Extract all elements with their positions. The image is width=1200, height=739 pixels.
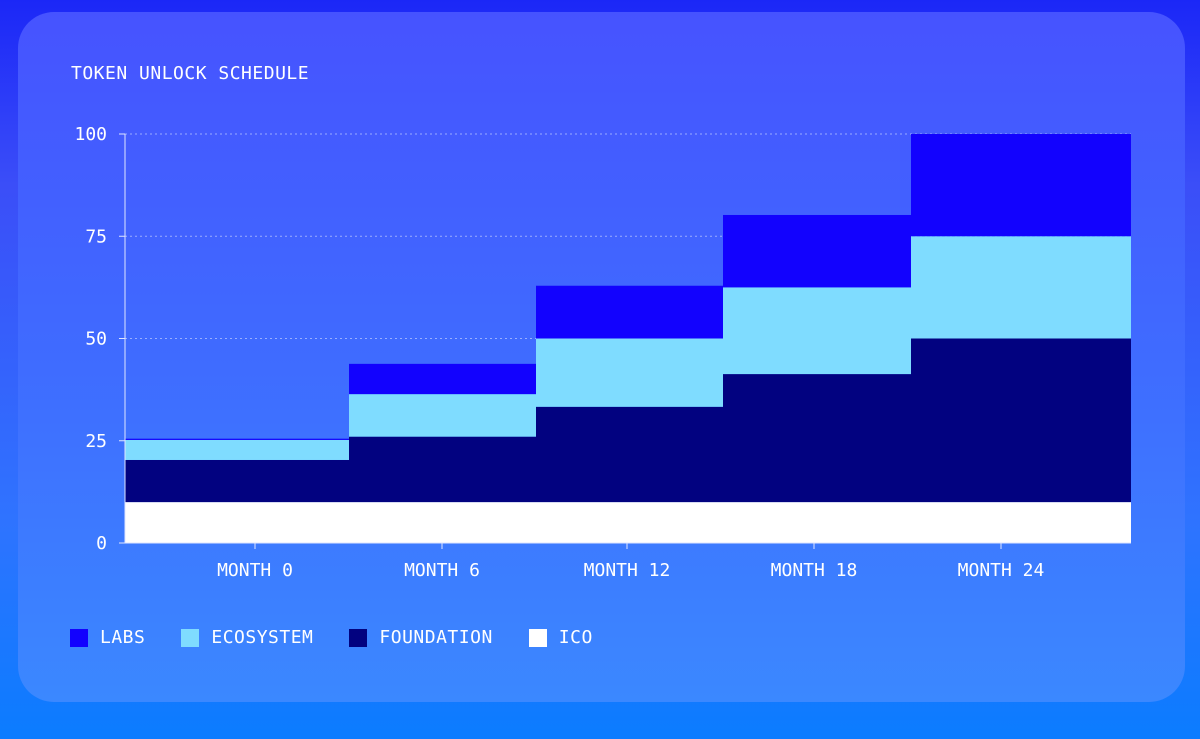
legend-label-ico: ICO (558, 627, 593, 648)
bar-ecosystem (723, 287, 911, 375)
legend: LABS ECOSYSTEM FOUNDATION ICO (70, 627, 593, 648)
bar-foundation (911, 338, 1131, 503)
bar-ecosystem (911, 236, 1131, 339)
bar-ico (125, 502, 349, 543)
y-tick-label: 100 (74, 124, 107, 145)
x-tick-label: MONTH 6 (404, 560, 480, 581)
bar-labs (723, 214, 911, 288)
bar-labs (536, 285, 723, 339)
y-tick-label: 0 (96, 533, 107, 554)
legend-swatch-foundation (349, 628, 368, 647)
legend-label-ecosystem: ECOSYSTEM (211, 627, 314, 648)
bar-foundation (723, 374, 911, 503)
legend-item-ico: ICO (528, 627, 593, 648)
legend-label-labs: LABS (100, 627, 146, 648)
bar-ico (536, 502, 723, 543)
bar-ico (911, 502, 1131, 543)
chart-svg: 0 25 50 75 100 MONTH 0 MONTH 6 MONTH 12 MONTH 18… (74, 124, 1131, 581)
legend-swatch-labs (70, 628, 88, 647)
bar-labs (349, 363, 536, 395)
bar-ecosystem (349, 394, 536, 437)
x-tick-label: MONTH 18 (771, 560, 858, 581)
x-tick-label: MONTH 12 (584, 560, 671, 581)
legend-item-ecosystem: ECOSYSTEM (181, 627, 313, 648)
bar-ecosystem (536, 338, 723, 407)
bar-foundation (125, 459, 349, 503)
legend-swatch-ico (528, 628, 547, 647)
bar-labs (911, 134, 1131, 237)
bar-ico (349, 502, 536, 543)
bar-ecosystem (125, 439, 349, 460)
y-tick-label: 50 (85, 329, 107, 350)
y-tick-label: 25 (85, 431, 107, 452)
legend-label-foundation: FOUNDATION (379, 627, 493, 648)
chart-title: TOKEN UNLOCK SCHEDULE (71, 63, 310, 84)
bar-ico (723, 502, 911, 543)
legend-item-labs: LABS (70, 627, 145, 648)
y-tick-label: 75 (85, 226, 107, 247)
chart-card: TOKEN UNLOCK SCHEDULE 0 25 50 75 100 MONTH 0 M… (18, 12, 1185, 702)
x-tick-label: MONTH 24 (958, 560, 1045, 581)
legend-item-foundation: FOUNDATION (349, 627, 492, 648)
x-tick-label: MONTH 0 (217, 560, 293, 581)
bar-foundation (536, 406, 723, 503)
bar-labs (125, 438, 349, 440)
legend-swatch-ecosystem (181, 628, 200, 647)
bar-foundation (349, 436, 536, 503)
